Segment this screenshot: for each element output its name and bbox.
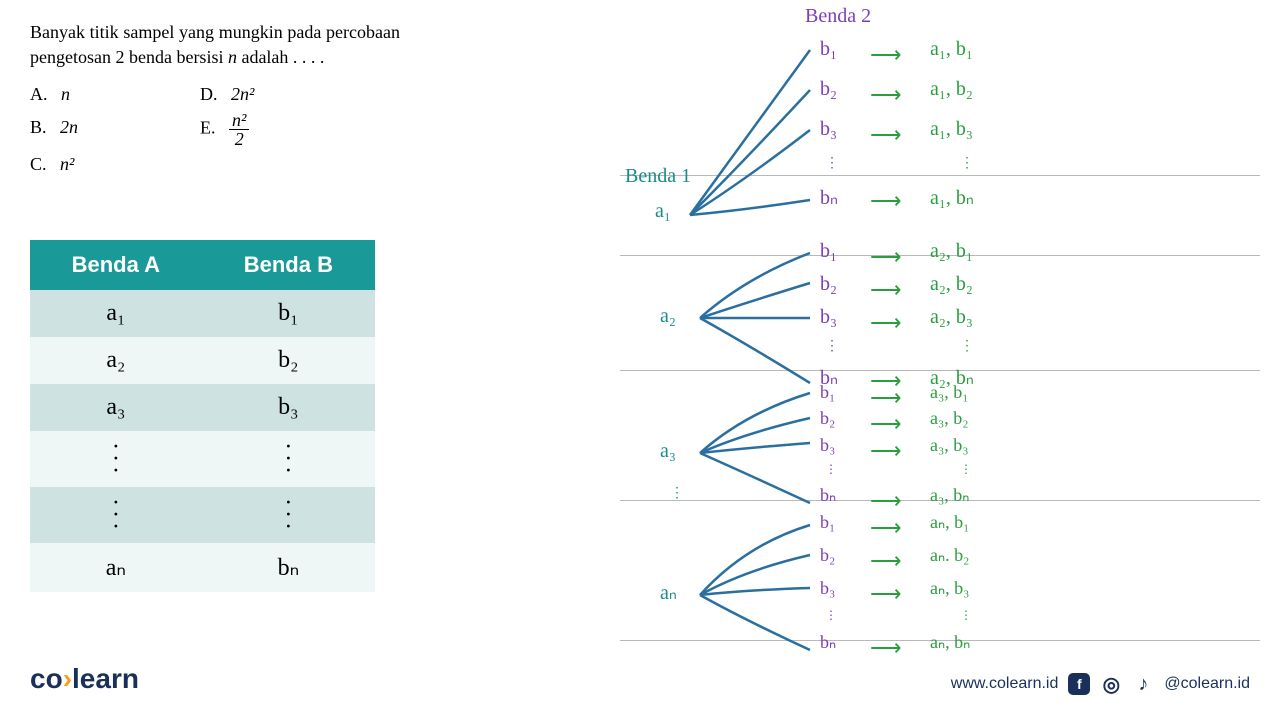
colearn-logo: co›learn: [30, 663, 139, 695]
arrow-icon: ⟶: [870, 411, 902, 437]
node-b: bₙ: [820, 485, 836, 506]
table-row-dots: ··· ···: [30, 487, 375, 543]
table-row-dots: ··· ···: [30, 431, 375, 487]
dots: ⋮: [825, 155, 839, 172]
header-benda-a: Benda A: [30, 240, 202, 290]
option-c: C. n²: [30, 148, 200, 180]
dots: ⋮: [960, 338, 974, 355]
arrow-icon: ⟶: [870, 122, 902, 148]
arrow-icon: ⟶: [870, 277, 902, 303]
dots: ⋮: [670, 485, 684, 502]
arrow-icon: ⟶: [870, 548, 902, 574]
benda-table: Benda A Benda B a₁ b₁ a₂ b₂ a₃ b₃ ··· ··…: [30, 240, 375, 592]
option-e: E. n² 2: [200, 111, 370, 148]
fan-lines-a1: [685, 40, 815, 220]
option-b: B. 2n: [30, 111, 200, 148]
pair: a₂, b₃: [930, 306, 973, 329]
arrow-icon: ⟶: [870, 82, 902, 108]
table-row: a₂ b₂: [30, 337, 375, 384]
pair: a₃, bₙ: [930, 485, 969, 506]
pair: a₂, b₂: [930, 273, 973, 296]
arrow-icon: ⟶: [870, 515, 902, 541]
node-b: b₃: [820, 118, 837, 141]
pair: a₁, b₂: [930, 78, 973, 101]
arrow-icon: ⟶: [870, 244, 902, 270]
footer-right: www.colearn.id f ◎ ♪ @colearn.id: [951, 673, 1250, 695]
arrow-icon: ⟶: [870, 385, 902, 411]
node-b: b₁: [820, 382, 835, 403]
node-an: aₙ: [660, 580, 677, 605]
footer-url: www.colearn.id: [951, 675, 1059, 693]
pair: a₂, b₁: [930, 240, 973, 263]
pair: aₙ. b₂: [930, 545, 969, 566]
pair: aₙ, b₁: [930, 512, 969, 533]
option-a: A. n: [30, 78, 200, 110]
node-b: b₃: [820, 306, 837, 329]
node-b: b₁: [820, 512, 835, 533]
node-b: bₙ: [820, 632, 836, 653]
dots: ⋮: [960, 608, 972, 623]
table-row: a₃ b₃: [30, 384, 375, 431]
pair: a₃, b₃: [930, 435, 969, 456]
node-b: b₃: [820, 578, 835, 599]
q-var: n: [228, 47, 237, 67]
table-row: aₙ bₙ: [30, 543, 375, 592]
tree-diagram: Benda 2 Benda 1 a₁ b₁ b₂ b₃ ⋮ bₙ ⟶ ⟶ ⟶ ⟶…: [580, 0, 1260, 680]
node-a3: a₃: [660, 440, 676, 463]
dots: ⋮: [825, 338, 839, 355]
arrow-icon: ⟶: [870, 438, 902, 464]
options-grid: A. n D. 2n² B. 2n E. n² 2 C. n²: [30, 78, 400, 180]
fan-lines-a2: [695, 248, 815, 398]
dots: ⋮: [825, 608, 837, 623]
option-d: D. 2n²: [200, 78, 370, 110]
dots: ⋮: [825, 462, 837, 477]
table-header-row: Benda A Benda B: [30, 240, 375, 290]
question-text: Banyak titik sampel yang mungkin pada pe…: [30, 20, 400, 70]
arrow-icon: ⟶: [870, 488, 902, 514]
pair: aₙ, b₃: [930, 578, 969, 599]
pair: a₃, b₁: [930, 382, 969, 403]
pair: a₁, bₙ: [930, 185, 974, 210]
table-row: a₁ b₁: [30, 290, 375, 337]
node-b: bₙ: [820, 185, 838, 210]
node-a2: a₂: [660, 305, 676, 328]
pair: aₙ, bₙ: [930, 632, 970, 653]
arrow-icon: ⟶: [870, 188, 902, 214]
label-benda1: Benda 1: [625, 165, 691, 188]
dots: ⋮: [960, 155, 974, 172]
tiktok-icon: ♪: [1132, 673, 1154, 695]
node-b: b₂: [820, 273, 837, 296]
pair: a₃, b₂: [930, 408, 969, 429]
node-b: b₁: [820, 38, 837, 61]
arrow-icon: ⟶: [870, 310, 902, 336]
pair: a₁, b₃: [930, 118, 973, 141]
node-b: b₂: [820, 408, 835, 429]
arrow-icon: ⟶: [870, 635, 902, 661]
label-benda2: Benda 2: [805, 5, 871, 28]
node-a1: a₁: [655, 200, 671, 223]
node-b: b₁: [820, 240, 837, 263]
question-block: Banyak titik sampel yang mungkin pada pe…: [30, 20, 400, 180]
pair: a₁, b₁: [930, 38, 973, 61]
arrow-icon: ⟶: [870, 42, 902, 68]
footer-handle: @colearn.id: [1164, 675, 1250, 693]
fan-lines-an: [695, 520, 815, 670]
node-b: b₂: [820, 78, 837, 101]
header-benda-b: Benda B: [202, 240, 375, 290]
arrow-icon: ⟶: [870, 581, 902, 607]
q-line3: adalah . . . .: [241, 47, 324, 67]
facebook-icon: f: [1068, 673, 1090, 695]
dots: ⋮: [960, 462, 972, 477]
q-line1: Banyak titik sampel yang mungkin pada: [30, 22, 321, 42]
node-b: b₂: [820, 545, 835, 566]
fan-lines-a3: [695, 388, 815, 518]
instagram-icon: ◎: [1100, 673, 1122, 695]
node-b: b₃: [820, 435, 835, 456]
